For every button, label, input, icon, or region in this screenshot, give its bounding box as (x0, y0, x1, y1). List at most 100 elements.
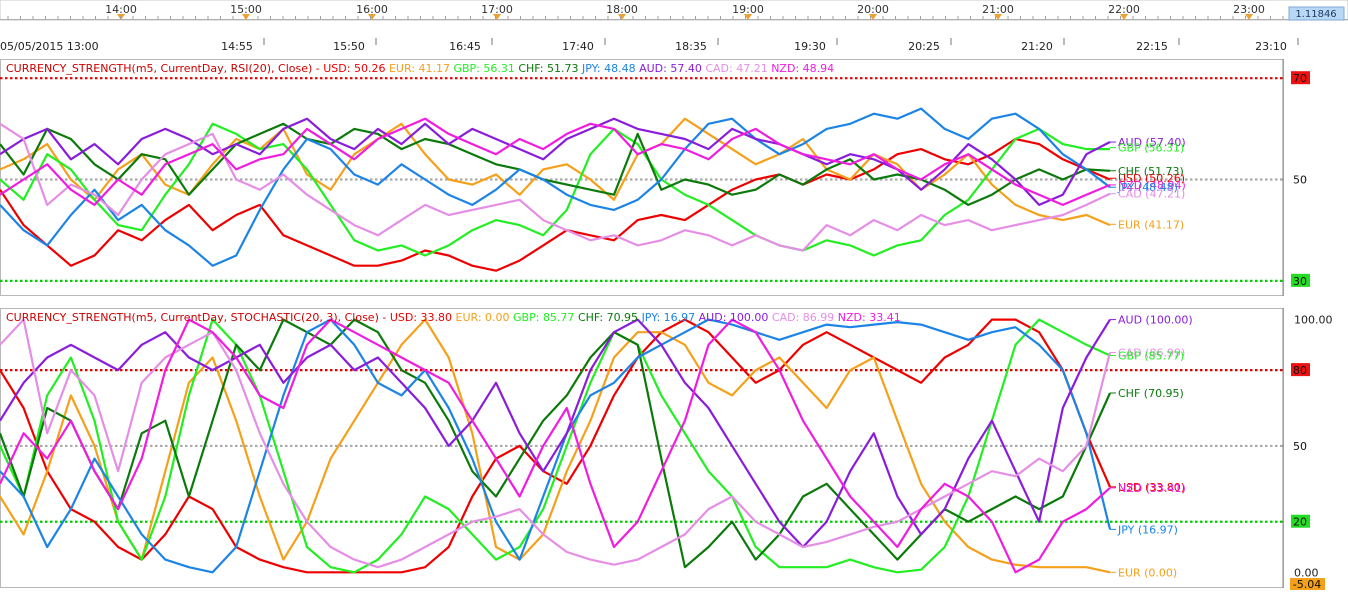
level-label-70: 70 (1293, 72, 1307, 85)
panel-header: CURRENCY_STRENGTH(m5, CurrentDay, STOCHA… (6, 311, 901, 324)
time-axis-label: 18:35 (675, 40, 707, 53)
series-line-gbp (0, 318, 1111, 574)
end-label-aud: AUD (57.40) (1118, 136, 1186, 149)
series-line-cad (0, 318, 1112, 569)
time-axis-label: 16:45 (449, 40, 481, 53)
price-badge-value: 1.11846 (1295, 9, 1336, 20)
end-label-nzd: NZD (48.94) (1118, 179, 1186, 192)
time-axis-label: 17:40 (562, 40, 594, 53)
end-label-eur: EUR (0.00) (1118, 566, 1177, 579)
header-value-cad: CAD: 47.21 (705, 62, 771, 75)
level-badge-20 (1291, 514, 1310, 528)
panel-background (0, 59, 1348, 296)
level-badge-30 (1291, 273, 1310, 287)
panel-title: CURRENCY_STRENGTH(m5, CurrentDay, RSI(20… (6, 62, 323, 75)
header-value-chf: CHF: 51.73 (518, 62, 582, 75)
end-label-jpy: JPY (16.97) (1117, 523, 1178, 536)
level-label-50: 50 (1293, 440, 1307, 453)
level-label-30: 30 (1293, 275, 1307, 288)
end-label-cad: CAD (47.21) (1118, 188, 1185, 201)
timeline-tick-label: 15:00 (230, 3, 262, 16)
level-label-50: 50 (1293, 174, 1307, 187)
timeline-tick-label: 22:00 (1108, 3, 1140, 16)
header-value-nzd: NZD: 33.41 (838, 311, 901, 324)
header-value-jpy: JPY: 48.48 (581, 62, 639, 75)
series-line-cad (0, 122, 1111, 252)
y-tick-label: 0.00 (1294, 566, 1319, 579)
header-value-gbp: GBP: 85.77 (513, 311, 578, 324)
min-value-label: -5.04 (1293, 578, 1321, 590)
time-axis-label: 20:25 (908, 40, 940, 53)
timeline-tick-label: 14:00 (105, 3, 137, 16)
time-axis-label: 19:30 (794, 40, 826, 53)
header-value-usd: USD: 33.80 (390, 311, 456, 324)
level-badge-70 (1291, 71, 1310, 85)
header-value-chf: CHF: 70.95 (578, 311, 642, 324)
min-value-badge (1290, 578, 1325, 590)
header-value-eur: EUR: 41.17 (389, 62, 454, 75)
level-badge-80 (1291, 363, 1310, 377)
header-value-aud: AUD: 57.40 (639, 62, 705, 75)
header-value-eur: EUR: 0.00 (456, 311, 514, 324)
series-line-aud (0, 318, 1111, 549)
rsi-panel[interactable]: 70 50 30 CURRENCY_STRENGTH(m5, CurrentDay, … (0, 59, 1348, 296)
stochastic-panel[interactable]: 80 50 20 100.00 0.00-5.04 CURRENCY_STRENGTH(m… (0, 308, 1348, 591)
timeline-marker-triangle[interactable] (994, 14, 1002, 20)
time-axis-label: 21:20 (1021, 40, 1053, 53)
end-label-cad: CAD (86.99) (1118, 346, 1185, 359)
end-label-nzd: NZD (33.41) (1118, 482, 1186, 495)
timeline-tick-label: 23:00 (1233, 3, 1265, 16)
timeline-tick-label: 20:00 (857, 3, 889, 16)
series-line-eur (0, 318, 1111, 574)
header-value-gbp: GBP: 56.31 (453, 62, 518, 75)
end-label-chf: CHF (51.73) (1118, 165, 1184, 178)
time-axis-label: 05/05/2015 13:00 (0, 40, 99, 53)
header-value-aud: AUD: 100.00 (699, 311, 772, 324)
series-line-aud (0, 117, 1111, 206)
level-label-80: 80 (1293, 364, 1307, 377)
timeline-tick-label: 16:00 (356, 3, 388, 16)
series-line-chf (0, 122, 1111, 206)
timeline-tick-label: 19:00 (732, 3, 764, 16)
header-value-nzd: NZD: 48.94 (771, 62, 834, 75)
panel-title: CURRENCY_STRENGTH(m5, CurrentDay, STOCHA… (6, 311, 390, 324)
series-line-usd (0, 137, 1111, 272)
header-value-jpy: JPY: 16.97 (641, 311, 699, 324)
end-label-gbp: GBP (85.77) (1118, 350, 1184, 363)
time-axis-label: 22:15 (1136, 40, 1168, 53)
timeline-marker-triangle[interactable] (618, 14, 626, 20)
end-label-jpy: JPY (48.48) (1117, 181, 1178, 194)
end-label-gbp: GBP (56.31) (1118, 142, 1184, 155)
y-tick-label: 100.00 (1294, 314, 1333, 327)
time-axis-label: 14:55 (221, 40, 253, 53)
timeline-marker-triangle[interactable] (1245, 14, 1253, 20)
header-value-usd: USD: 50.26 (323, 62, 389, 75)
top-timeline-bar[interactable]: 14:00 15:00 16:00 17:00 18:00 19:00 20:00 21:00… (0, 0, 1348, 21)
time-axis-label: 23:10 (1255, 40, 1287, 53)
end-label-usd: USD (33.80) (1118, 481, 1185, 494)
time-axis: 05/05/2015 13:00 14:55 15:50 16:45 17:40 18:3… (0, 38, 1299, 53)
level-label-20: 20 (1293, 516, 1307, 529)
time-axis-label: 15:50 (333, 40, 365, 53)
end-label-eur: EUR (41.17) (1118, 218, 1184, 231)
timeline-marker-triangle[interactable] (368, 14, 376, 20)
timeline-marker-triangle[interactable] (869, 14, 877, 20)
series-line-nzd (0, 318, 1111, 574)
timeline-tick-label: 21:00 (982, 3, 1014, 16)
series-line-jpy (0, 318, 1112, 574)
series-line-nzd (0, 117, 1111, 206)
series-line-jpy (0, 107, 1111, 267)
timeline-marker-triangle[interactable] (744, 14, 752, 20)
timeline-tick-label: 18:00 (606, 3, 638, 16)
header-value-cad: CAD: 86.99 (772, 311, 838, 324)
series-line-gbp (0, 122, 1110, 257)
timeline-tick-label: 17:00 (481, 3, 513, 16)
end-label-chf: CHF (70.95) (1118, 387, 1184, 400)
panel-header: CURRENCY_STRENGTH(m5, CurrentDay, RSI(20… (6, 62, 834, 75)
end-label-aud: AUD (100.00) (1118, 314, 1193, 327)
timeline-marker-triangle[interactable] (493, 14, 501, 20)
timeline-marker-triangle[interactable] (1120, 14, 1128, 20)
price-badge (1288, 6, 1345, 21)
